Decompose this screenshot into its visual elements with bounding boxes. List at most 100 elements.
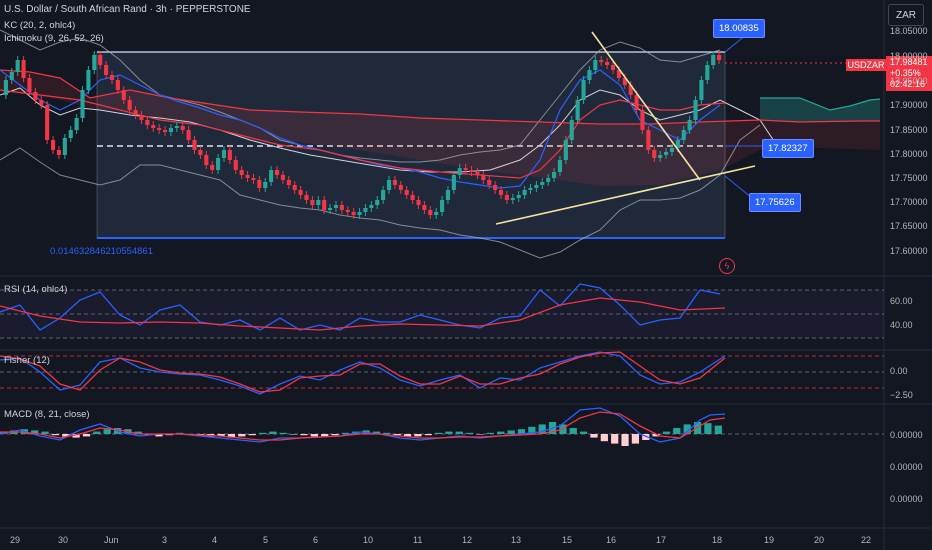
candle-body xyxy=(569,120,574,140)
candle-body xyxy=(39,100,44,105)
macd-bar xyxy=(290,434,298,435)
time-axis-label: 30 xyxy=(58,535,69,545)
candle-body xyxy=(145,120,150,125)
candle-body xyxy=(504,195,509,200)
macd-bar xyxy=(331,434,339,436)
lightning-icon[interactable]: ϟ xyxy=(719,258,735,274)
currency-button[interactable]: ZAR xyxy=(888,4,924,26)
candle-body xyxy=(463,168,468,170)
candlesticks xyxy=(3,51,722,219)
high-callout[interactable]: 18.00835 xyxy=(713,19,765,38)
fisher-label[interactable]: Fisher (12) xyxy=(4,355,50,366)
macd-bar xyxy=(279,432,287,434)
macd-bar xyxy=(238,434,246,437)
rsi-axis-label: 60.00 xyxy=(890,296,913,306)
time-axis-label: 20 xyxy=(814,535,825,545)
candle-body xyxy=(451,175,456,190)
candle-body xyxy=(498,190,504,195)
kc-indicator-label[interactable]: KC (20, 2, ohlc4) xyxy=(4,20,76,31)
price-axis-label: 17.85000 xyxy=(890,125,928,135)
candle-body xyxy=(646,130,651,150)
candle-body xyxy=(622,78,627,85)
candle-body xyxy=(528,188,533,190)
candle-body xyxy=(269,170,274,182)
candle-body xyxy=(192,140,197,150)
candle-body xyxy=(616,70,621,78)
candle-body xyxy=(168,128,173,132)
candle-body xyxy=(563,140,568,160)
candle-body xyxy=(263,182,268,188)
candle-body xyxy=(198,150,203,155)
macd-bar xyxy=(714,425,722,434)
candle-body xyxy=(404,190,409,195)
candle-body xyxy=(157,128,162,130)
current-price: 17.98481 xyxy=(890,57,928,67)
time-axis-label: 22 xyxy=(861,535,872,545)
macd-bar xyxy=(662,431,671,434)
ichimoku-indicator-label[interactable]: Ichimoku (9, 26, 52, 26) xyxy=(4,33,104,44)
candle-body xyxy=(422,205,427,210)
candle-body xyxy=(109,75,115,80)
candle-body xyxy=(693,100,698,120)
candle-body xyxy=(457,168,462,175)
candle-body xyxy=(33,92,38,100)
candle-body xyxy=(45,105,50,140)
bar-countdown: 02:42:16 xyxy=(890,79,926,89)
time-axis-label: 5 xyxy=(263,535,269,545)
candle-body xyxy=(162,130,168,132)
candle-body xyxy=(363,208,368,212)
macd-bar xyxy=(62,434,70,437)
macd-bar xyxy=(341,432,350,434)
candle-body xyxy=(186,130,191,140)
candle-body xyxy=(9,72,14,80)
symbol-price-tag: USDZAR xyxy=(846,59,886,71)
macd-bar xyxy=(435,432,443,434)
macd-bar xyxy=(486,432,495,434)
candle-body xyxy=(705,65,710,80)
candle-body xyxy=(652,150,657,158)
macd-bar xyxy=(321,434,329,437)
macd-bar xyxy=(507,430,515,434)
low-callout[interactable]: 17.75626 xyxy=(749,193,801,212)
candle-body xyxy=(381,190,386,200)
candle-body xyxy=(210,165,215,170)
macd-bar xyxy=(227,434,236,438)
macd-bar xyxy=(704,423,712,434)
macd-bar xyxy=(455,431,463,434)
candle-body xyxy=(239,170,244,175)
macd-bar xyxy=(393,434,401,436)
time-axis-label: 18 xyxy=(712,535,723,545)
macd-bar xyxy=(538,424,546,434)
candle-body xyxy=(428,210,433,215)
range-value-label: 0.014632846210554861 xyxy=(50,246,154,257)
candle-body xyxy=(557,160,563,172)
mid-callout[interactable]: 17.82327 xyxy=(762,139,814,158)
candle-body xyxy=(410,195,415,200)
candle-body xyxy=(251,178,256,180)
candle-body xyxy=(481,175,486,180)
candle-body xyxy=(386,180,392,190)
candle-body xyxy=(699,80,704,100)
candle-body xyxy=(127,100,132,110)
candle-body xyxy=(298,190,303,195)
candle-body xyxy=(581,80,586,100)
macd-bar xyxy=(93,431,101,434)
macd-label[interactable]: MACD (8, 21, close) xyxy=(4,409,90,420)
macd-bar xyxy=(424,434,432,436)
macd-axis-label: 0.00000 xyxy=(890,430,923,440)
candle-body xyxy=(304,195,309,200)
rsi-label[interactable]: RSI (14, ohlc4) xyxy=(4,284,68,295)
candle-body xyxy=(286,180,291,185)
candle-body xyxy=(257,180,262,188)
candle-body xyxy=(640,110,645,130)
candle-body xyxy=(316,200,321,205)
candle-body xyxy=(56,150,62,155)
macd-bar xyxy=(41,431,49,434)
candle-body xyxy=(204,155,209,165)
range-box[interactable] xyxy=(97,52,725,238)
candle-body xyxy=(274,170,280,175)
macd-axis-label: 0.00000 xyxy=(890,494,923,504)
macd-bar xyxy=(683,424,691,434)
chart-title: U.S. Dollar / South African Rand · 3h · … xyxy=(4,4,251,15)
